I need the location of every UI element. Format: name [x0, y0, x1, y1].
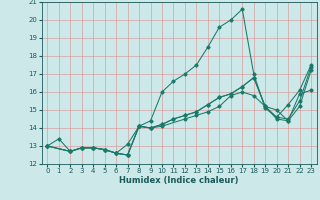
X-axis label: Humidex (Indice chaleur): Humidex (Indice chaleur) [119, 176, 239, 185]
